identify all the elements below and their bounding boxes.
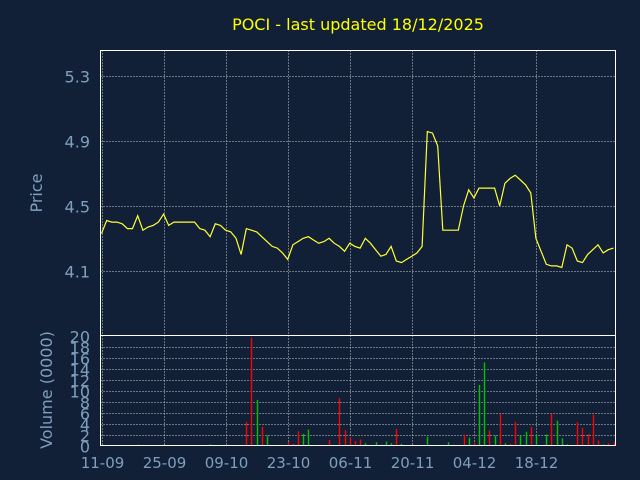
volume-tick-label: 18	[70, 339, 90, 358]
chart-title: POCI - last updated 18/12/2025	[232, 15, 484, 34]
volume-tick-label: 0	[80, 438, 90, 457]
price-tick-label: 4.1	[65, 263, 90, 282]
price-panel-frame	[100, 50, 616, 336]
volume-panel-frame	[100, 335, 616, 446]
price-axis-label: Price	[27, 173, 46, 212]
price-tick-label: 4.5	[65, 198, 90, 217]
price-tick-label: 5.3	[65, 68, 90, 87]
volume-tick-label: 16	[70, 350, 90, 369]
x-tick-label: 20-11	[391, 454, 435, 472]
price-series	[100, 130, 614, 269]
volume-tick-label: 2	[80, 427, 90, 446]
volume-tick-label: 8	[80, 394, 90, 413]
x-tick-label: 11-09	[81, 454, 125, 472]
x-axis-ticks: 11-09 25-09 09-10 23-10 06-11 20-11 04-12 18-12	[81, 454, 559, 472]
price-tick-label: 4.9	[65, 133, 90, 152]
price-grid	[100, 50, 616, 336]
volume-tick-label: 14	[70, 361, 90, 380]
volume-tick-label: 4	[80, 416, 90, 435]
price-axis-ticks: 4.1 4.5 4.9 5.3	[65, 68, 90, 282]
price-line	[100, 130, 614, 269]
x-tick-label: 04-12	[453, 454, 497, 472]
x-tick-label: 06-11	[329, 454, 373, 472]
volume-tick-label: 12	[70, 372, 90, 391]
volume-tick-label: 6	[80, 405, 90, 424]
volume-tick-label: 20	[70, 328, 90, 347]
volume-tick-label: 10	[70, 383, 90, 402]
x-tick-label: 09-10	[205, 454, 249, 472]
x-tick-label: 23-10	[267, 454, 311, 472]
x-tick-label: 25-09	[143, 454, 187, 472]
volume-grid	[100, 335, 616, 446]
x-tick-label: 18-12	[515, 454, 559, 472]
volume-axis-label: Volume (0000)	[37, 331, 56, 449]
